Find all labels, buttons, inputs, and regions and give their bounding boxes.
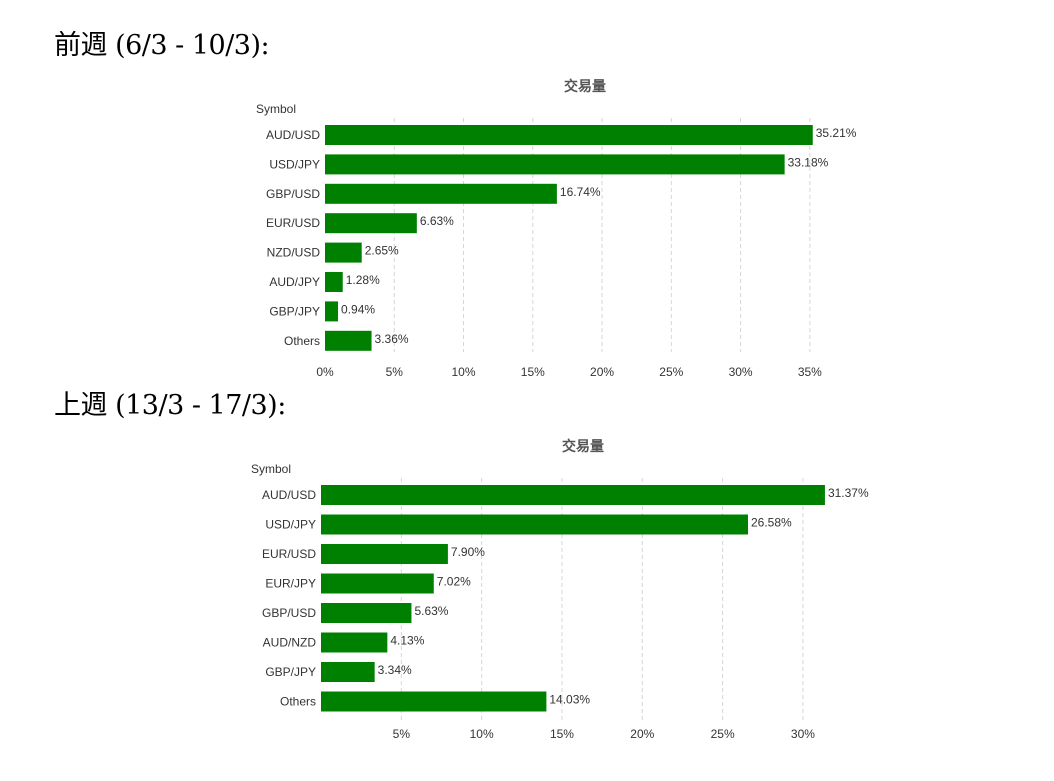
chart-0-bar (325, 154, 785, 175)
week-2-volume-chart: 交易量 Symbol AUD/USD 31.37% USD/JPY 26.58% EUR/U… (251, 438, 869, 741)
chart-1-bar (321, 632, 388, 653)
chart-1-x-tick-label: 10% (470, 727, 494, 741)
chart-1-category-label: AUD/USD (262, 488, 316, 502)
chart-1-bar (321, 544, 448, 564)
chart-1-x-tick-label: 25% (711, 727, 735, 741)
chart-0-title: 交易量 (564, 78, 606, 94)
chart-0-category-label: AUD/USD (266, 128, 320, 142)
chart-1-category-label: USD/JPY (265, 518, 316, 532)
chart-1-x-tick-label: 5% (393, 727, 411, 741)
chart-1-data-label: 14.03% (549, 693, 590, 707)
chart-0-data-label: 0.94% (341, 302, 375, 316)
chart-1-bar (321, 514, 748, 535)
chart-0-bar (325, 213, 417, 234)
chart-0-data-label: 33.18% (788, 155, 829, 169)
chart-0-y-axis-label: Symbol (256, 102, 296, 116)
chart-1-category-label: EUR/JPY (265, 577, 316, 591)
chart-1-bar (321, 662, 375, 682)
chart-1-data-label: 26.58% (751, 516, 792, 530)
chart-0-data-label: 16.74% (560, 185, 601, 199)
chart-1-category-label: Others (280, 695, 316, 709)
chart-1-data-label: 3.34% (378, 663, 412, 677)
chart-1-x-tick-label: 15% (550, 727, 574, 741)
chart-1-x-tick-label: 20% (630, 727, 654, 741)
week-2-heading: 上週 (13/3 ‐ 17/3): (54, 390, 286, 421)
chart-0-category-label: NZD/USD (267, 246, 321, 260)
chart-0-category-label: GBP/USD (266, 187, 320, 201)
chart-0-x-tick-label: 0% (316, 365, 334, 379)
chart-1-data-label: 5.63% (414, 604, 448, 618)
chart-0-category-label: GBP/JPY (269, 304, 320, 318)
chart-0-x-tick-label: 20% (590, 365, 614, 379)
chart-0-data-label: 6.63% (420, 214, 454, 228)
chart-1-data-label: 31.37% (828, 486, 869, 500)
chart-1-y-axis-label: Symbol (251, 462, 291, 476)
chart-0-data-label: 2.65% (365, 244, 399, 258)
chart-0-x-tick-label: 25% (659, 365, 683, 379)
chart-0-x-tick-label: 15% (521, 365, 545, 379)
chart-0-bar (325, 301, 339, 322)
chart-1-bar (321, 485, 825, 505)
chart-0-bar (325, 242, 362, 263)
chart-0-x-tick-label: 35% (798, 365, 822, 379)
week-1-volume-chart: 交易量 Symbol AUD/USD 35.21% USD/JPY 33.18% GBP/U… (256, 78, 857, 379)
chart-0-bar (325, 125, 813, 145)
chart-0-data-label: 1.28% (346, 273, 380, 287)
chart-0-category-label: EUR/USD (266, 216, 320, 230)
chart-1-category-label: AUD/NZD (263, 636, 317, 650)
chart-0-category-label: AUD/JPY (269, 275, 320, 289)
week-1-heading: 前週 (6/3 ‐ 10/3): (54, 30, 270, 61)
chart-0-bar (325, 272, 343, 292)
chart-1-x-tick-label: 30% (791, 727, 815, 741)
chart-1-title: 交易量 (562, 438, 604, 454)
chart-1-bar (321, 603, 412, 623)
chart-0-category-label: USD/JPY (269, 157, 320, 171)
chart-1-bar (321, 691, 547, 712)
chart-0-x-tick-label: 10% (452, 365, 476, 379)
chart-1-data-label: 7.02% (437, 575, 471, 589)
chart-0-data-label: 3.36% (375, 332, 409, 346)
chart-1-category-label: EUR/USD (262, 547, 316, 561)
chart-0-data-label: 35.21% (816, 126, 857, 140)
chart-1-data-label: 7.90% (451, 545, 485, 559)
chart-1-bar (321, 573, 434, 594)
chart-1-category-label: GBP/USD (262, 606, 316, 620)
chart-0-x-tick-label: 30% (729, 365, 753, 379)
chart-1-data-label: 4.13% (390, 634, 424, 648)
chart-1-category-label: GBP/JPY (265, 665, 316, 679)
chart-0-bar (325, 330, 372, 351)
chart-0-x-tick-label: 5% (386, 365, 404, 379)
chart-0-bar (325, 183, 557, 204)
chart-0-category-label: Others (284, 334, 320, 348)
